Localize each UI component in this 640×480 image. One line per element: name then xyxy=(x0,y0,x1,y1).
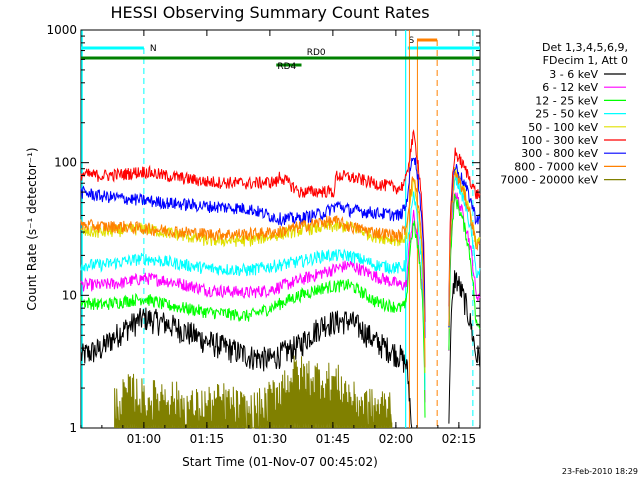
legend-label: 100 - 300 keV xyxy=(521,134,598,147)
series-line xyxy=(80,270,481,429)
series-800-7000-kev xyxy=(80,171,481,368)
legend-label: 7000 - 20000 keV xyxy=(500,174,598,187)
series-line xyxy=(80,157,481,339)
y-tick-label: 100 xyxy=(54,156,77,170)
legend-label: 12 - 25 keV xyxy=(535,94,598,107)
x-tick-label: 02:00 xyxy=(379,432,414,446)
chart-title: HESSI Observing Summary Count Rates xyxy=(110,3,429,22)
legend-label: 800 - 7000 keV xyxy=(514,160,598,173)
y-tick-label: 10 xyxy=(62,288,77,302)
series-line xyxy=(80,128,481,322)
legend-label: 3 - 6 keV xyxy=(549,68,598,81)
legend-label: 6 - 12 keV xyxy=(542,81,598,94)
series-7000-20000-kev xyxy=(114,355,393,430)
series-line xyxy=(114,355,393,430)
generated-timestamp: 23-Feb-2010 18:29 xyxy=(562,467,638,476)
x-tick-label: 01:00 xyxy=(127,432,162,446)
x-axis-label: Start Time (01-Nov-07 00:45:02) xyxy=(182,455,378,469)
series-line xyxy=(80,173,481,391)
series-3-6-kev xyxy=(80,270,481,429)
saa-label: S xyxy=(408,36,414,46)
rd4-label: RD4 xyxy=(277,62,296,72)
series-12-25-kev xyxy=(80,193,481,418)
legend-label: 25 - 50 keV xyxy=(535,108,598,121)
y-axis-ticks: 1 10 100 1000 xyxy=(46,23,480,435)
legend: Det 1,3,4,5,6,9, FDecim 1, Att 0 3 - 6 k… xyxy=(500,41,628,187)
legend-header-line-1: Det 1,3,4,5,6,9, xyxy=(542,41,628,54)
series-layer xyxy=(80,128,481,430)
series-100-300-kev xyxy=(80,128,481,322)
x-tick-label: 01:15 xyxy=(190,432,225,446)
legend-label: 300 - 800 keV xyxy=(521,147,598,160)
legend-header-line-2: FDecim 1, Att 0 xyxy=(543,54,628,67)
x-tick-label: 01:45 xyxy=(316,432,351,446)
night-label: N xyxy=(150,44,157,54)
legend-label: 50 - 100 keV xyxy=(528,121,598,134)
x-tick-label: 02:15 xyxy=(442,432,477,446)
series-300-800-kev xyxy=(80,157,481,339)
rd0-label: RD0 xyxy=(307,48,326,58)
y-tick-label: 1000 xyxy=(46,23,77,37)
series-line xyxy=(80,171,481,368)
series-25-50-kev xyxy=(80,173,481,391)
x-axis-ticks: 01:00 01:15 01:30 01:45 02:00 02:15 xyxy=(80,30,481,446)
x-tick-label: 01:30 xyxy=(253,432,288,446)
y-tick-label: 1 xyxy=(69,421,77,435)
series-line xyxy=(80,193,481,418)
y-axis-label: Count Rate (s⁻¹ detector⁻¹) xyxy=(25,147,39,310)
